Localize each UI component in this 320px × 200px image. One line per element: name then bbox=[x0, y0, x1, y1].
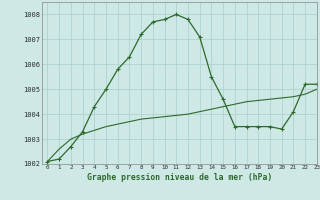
X-axis label: Graphe pression niveau de la mer (hPa): Graphe pression niveau de la mer (hPa) bbox=[87, 173, 272, 182]
